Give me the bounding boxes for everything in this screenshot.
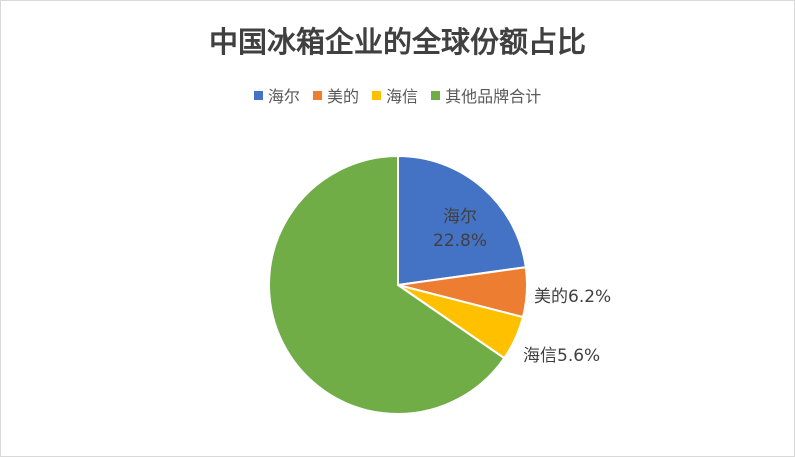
legend-item-midea: 美的 <box>312 83 359 107</box>
label-value: 5.6% <box>557 346 601 366</box>
data-label-hisense: 海信5.6% <box>523 341 600 366</box>
legend-swatch <box>253 90 263 100</box>
label-value: 6.2% <box>568 287 612 307</box>
data-label-haier: 海尔 22.8% <box>433 205 487 253</box>
legend-item-hisense: 海信 <box>372 83 418 107</box>
data-label-midea: 美的6.2% <box>534 282 611 307</box>
label-name: 美的 <box>534 287 568 307</box>
legend: 海尔 美的 海信 其他品牌合计 <box>1 83 794 107</box>
legend-item-haier: 海尔 <box>253 83 300 107</box>
legend-swatch <box>312 90 322 100</box>
label-name: 海信 <box>523 346 557 366</box>
pie-slice-haier <box>397 154 527 287</box>
legend-swatch <box>431 90 441 100</box>
label-value: 22.8% <box>433 231 488 251</box>
pie-slice-others <box>268 154 506 415</box>
legend-label: 美的 <box>326 87 359 106</box>
legend-label: 其他品牌合计 <box>445 87 542 106</box>
label-name: 海尔 <box>443 207 477 227</box>
chart-title: 中国冰箱企业的全球份额占比 <box>208 25 586 59</box>
legend-item-others: 其他品牌合计 <box>431 83 541 107</box>
legend-label: 海信 <box>386 87 419 106</box>
legend-label: 海尔 <box>267 87 300 106</box>
legend-swatch <box>372 90 382 100</box>
